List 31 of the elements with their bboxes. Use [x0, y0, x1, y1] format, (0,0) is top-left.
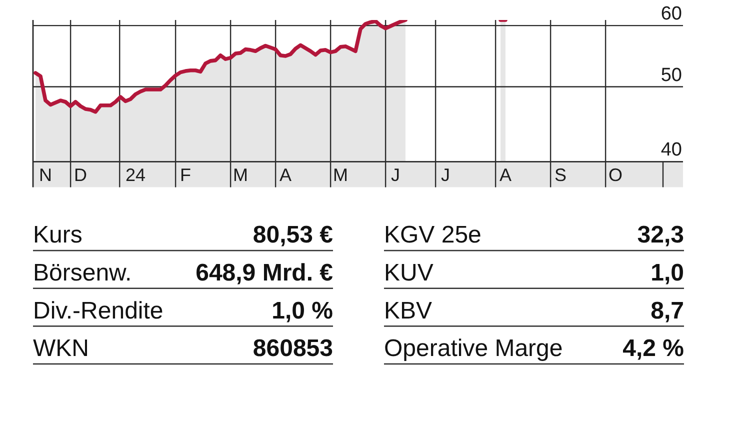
text: 860853	[252, 335, 333, 362]
y-tick-label: 50	[660, 64, 682, 86]
x-tick-label: D	[74, 165, 87, 186]
x-tick-label: M	[333, 165, 348, 186]
category-label: KUV	[384, 260, 434, 286]
category-label: Operative Marge	[384, 335, 563, 362]
category-label: WKN	[33, 335, 89, 362]
y-tick-label: 60	[660, 4, 682, 25]
category-label: Kurs	[33, 222, 82, 249]
x-tick-label: J	[391, 165, 400, 186]
text: 4,2 %	[622, 335, 684, 362]
x-tick-label: A	[499, 165, 512, 186]
text: 8,7	[650, 297, 684, 324]
category-label: Div.-Rendite	[33, 297, 164, 324]
category-label: KBV	[384, 297, 432, 324]
text: 648,9 Mrd. €	[196, 260, 333, 286]
y-tick-label: 40	[660, 140, 682, 161]
category-label: Börsenw.	[33, 260, 132, 286]
text: 1,0 %	[272, 297, 333, 324]
text: 32,3	[637, 222, 684, 249]
text: 1,0	[650, 260, 684, 286]
x-tick-label: N	[39, 165, 52, 186]
x-tick-label: M	[233, 165, 248, 186]
x-tick-label: J	[441, 165, 450, 186]
x-tick-label: O	[608, 165, 623, 186]
x-tick-label: F	[180, 165, 191, 186]
text: 80,53 €	[252, 222, 333, 249]
category-label: KGV 25e	[384, 222, 482, 249]
x-tick-label: 24	[125, 165, 146, 186]
x-tick-label: S	[554, 165, 567, 186]
x-tick-label: A	[279, 165, 292, 186]
